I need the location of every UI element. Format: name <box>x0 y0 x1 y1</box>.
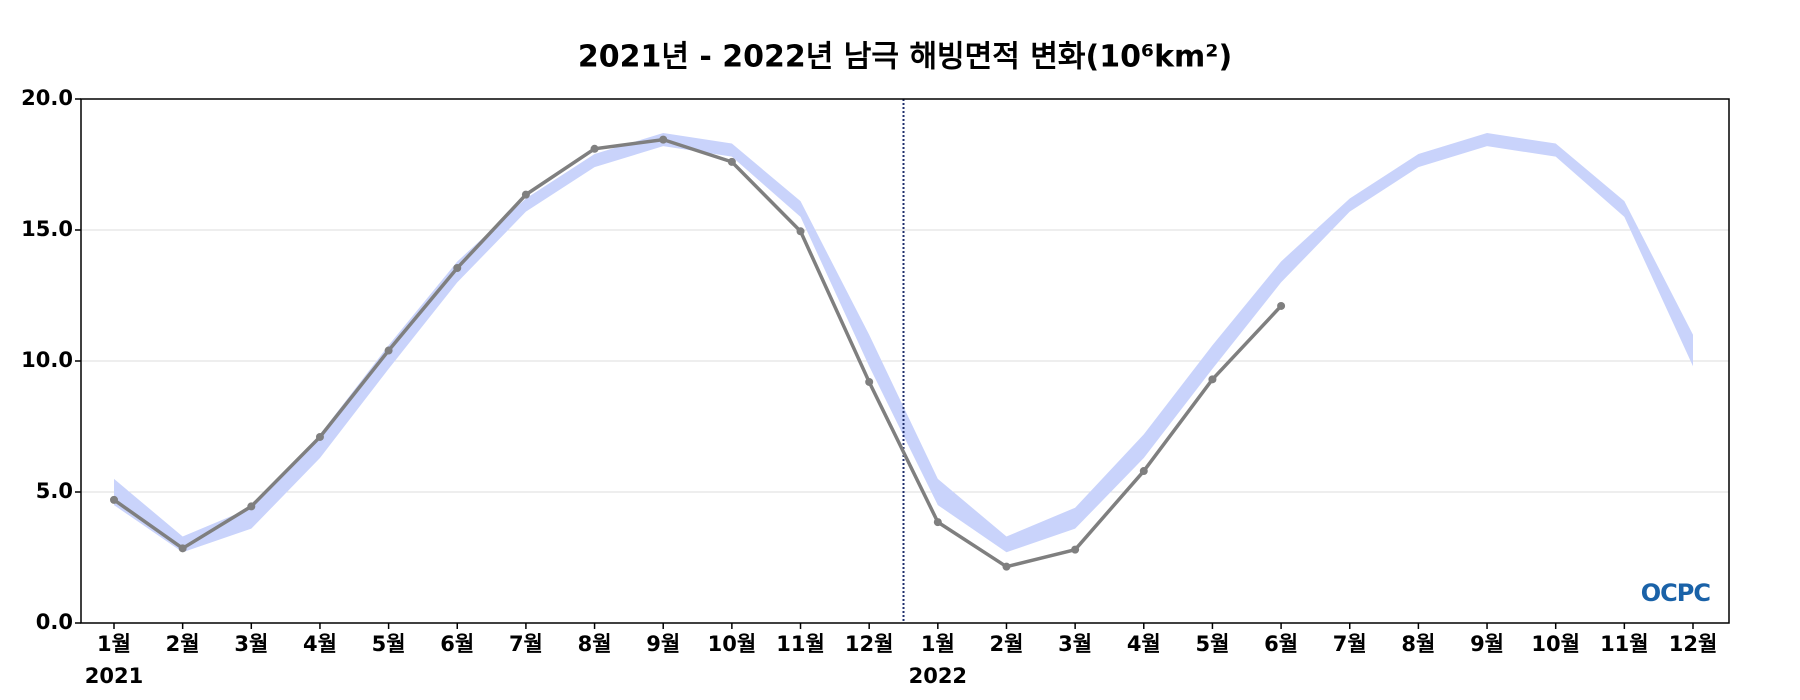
data-point <box>1139 467 1148 476</box>
x-tick-label: 7월 <box>509 632 543 656</box>
logo: OCPC <box>1641 579 1711 607</box>
data-point <box>247 502 256 511</box>
y-tick-label: 5.0 <box>36 479 73 503</box>
year-label: 2021 <box>85 664 143 688</box>
x-tick-label: 6월 <box>1264 632 1298 656</box>
plot-frame <box>80 98 1730 624</box>
data-point <box>384 346 393 355</box>
x-tick-label: 10월 <box>708 632 757 656</box>
data-point <box>521 190 530 199</box>
x-tick-label: 5월 <box>372 632 406 656</box>
x-tick-label: 2월 <box>166 632 200 656</box>
x-tick-label: 8월 <box>578 632 612 656</box>
x-tick-label: 3월 <box>234 632 268 656</box>
x-tick-label: 8월 <box>1401 632 1435 656</box>
y-tick-label: 20.0 <box>21 86 73 110</box>
x-tick-label: 3월 <box>1058 632 1092 656</box>
data-point <box>865 377 874 386</box>
y-tick-label: 15.0 <box>21 217 73 241</box>
data-point <box>178 544 187 553</box>
data-point <box>933 518 942 527</box>
x-tick-label: 11월 <box>1600 632 1649 656</box>
y-tick-label: 10.0 <box>21 348 73 372</box>
x-tick-label: 12월 <box>845 632 894 656</box>
data-point <box>110 495 118 504</box>
x-tick-label: 12월 <box>1669 632 1718 656</box>
x-tick-label: 2월 <box>990 632 1024 656</box>
data-point <box>453 263 462 272</box>
y-tick-label: 0.0 <box>36 610 73 634</box>
x-tick-label: 4월 <box>1127 632 1161 656</box>
x-tick-label: 10월 <box>1531 632 1580 656</box>
x-tick-label: 9월 <box>646 632 680 656</box>
data-point <box>590 144 599 153</box>
chart-title: 2021년 - 2022년 남극 해빙면적 변화(10⁶km²) <box>578 40 1232 75</box>
series-line <box>112 137 1283 569</box>
data-point <box>659 135 668 144</box>
data-point <box>727 157 736 166</box>
data-point <box>1277 301 1286 310</box>
year-label: 2022 <box>909 664 967 688</box>
data-point <box>1071 545 1080 554</box>
x-tick-label: 6월 <box>440 632 474 656</box>
x-tick-label: 7월 <box>1333 632 1367 656</box>
x-tick-label: 4월 <box>303 632 337 656</box>
x-tick-label: 1월 <box>921 632 955 656</box>
x-tick-label: 1월 <box>97 632 131 656</box>
data-point <box>1002 562 1011 571</box>
data-point <box>1208 375 1217 384</box>
x-tick-label: 5월 <box>1195 632 1229 656</box>
data-point <box>796 227 805 236</box>
data-point <box>315 432 324 441</box>
x-tick-label: 11월 <box>776 632 825 656</box>
x-tick-label: 9월 <box>1470 632 1504 656</box>
